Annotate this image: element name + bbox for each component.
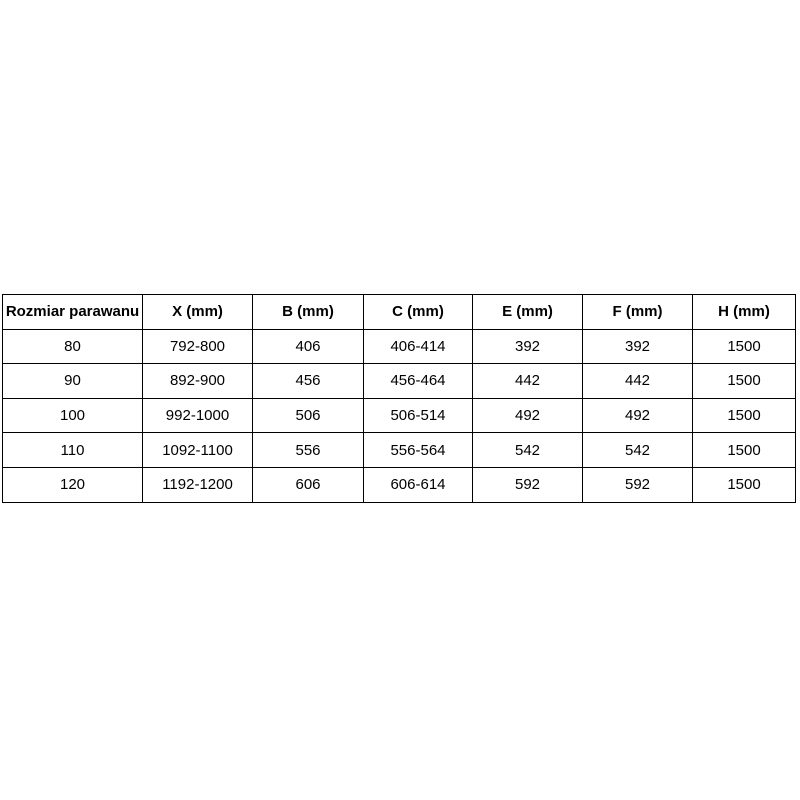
table-row: 120 1192-1200 606 606-614 592 592 1500 (2, 466, 796, 503)
table-row: 80 792-800 406 406-414 392 392 1500 (2, 328, 796, 365)
table-cell: 506-514 (363, 397, 473, 434)
column-header: F (mm) (582, 294, 693, 330)
table-cell: 606-614 (363, 466, 473, 503)
table-cell: 80 (2, 328, 143, 365)
column-header: E (mm) (472, 294, 583, 330)
table-cell: 506 (252, 397, 364, 434)
table-cell: 792-800 (142, 328, 253, 365)
table-cell: 456 (252, 363, 364, 399)
table-cell: 120 (2, 466, 143, 503)
table-cell: 90 (2, 363, 143, 399)
table-cell: 1500 (692, 466, 796, 503)
table-cell: 892-900 (142, 363, 253, 399)
column-header: C (mm) (363, 294, 473, 330)
table-cell: 406 (252, 328, 364, 365)
column-header: Rozmiar parawanu (2, 294, 143, 330)
column-header: H (mm) (692, 294, 796, 330)
table-cell: 592 (582, 466, 693, 503)
table-cell: 992-1000 (142, 397, 253, 434)
table-cell: 100 (2, 397, 143, 434)
table-cell: 592 (472, 466, 583, 503)
column-header: X (mm) (142, 294, 253, 330)
table-cell: 110 (2, 432, 143, 468)
table-cell: 1092-1100 (142, 432, 253, 468)
table-cell: 442 (472, 363, 583, 399)
column-header: B (mm) (252, 294, 364, 330)
table-cell: 606 (252, 466, 364, 503)
table-cell: 1192-1200 (142, 466, 253, 503)
table-row: 90 892-900 456 456-464 442 442 1500 (2, 363, 796, 399)
header-row: Rozmiar parawanu X (mm) B (mm) C (mm) E (mm)… (2, 294, 796, 330)
table-cell: 542 (582, 432, 693, 468)
table-row: 100 992-1000 506 506-514 492 492 1500 (2, 397, 796, 434)
table-cell: 456-464 (363, 363, 473, 399)
table-cell: 392 (472, 328, 583, 365)
table-cell: 492 (472, 397, 583, 434)
table-cell: 556 (252, 432, 364, 468)
table-cell: 392 (582, 328, 693, 365)
table-row: 110 1092-1100 556 556-564 542 542 1500 (2, 432, 796, 468)
table-cell: 542 (472, 432, 583, 468)
table-cell: 406-414 (363, 328, 473, 365)
table-cell: 492 (582, 397, 693, 434)
spec-table: Rozmiar parawanu X (mm) B (mm) C (mm) E (mm)… (2, 294, 796, 503)
table-cell: 556-564 (363, 432, 473, 468)
table-body: 80 792-800 406 406-414 392 392 1500 90 892-900 45… (2, 328, 796, 503)
table-cell: 442 (582, 363, 693, 399)
table-cell: 1500 (692, 328, 796, 365)
table-cell: 1500 (692, 363, 796, 399)
table-cell: 1500 (692, 432, 796, 468)
table-cell: 1500 (692, 397, 796, 434)
